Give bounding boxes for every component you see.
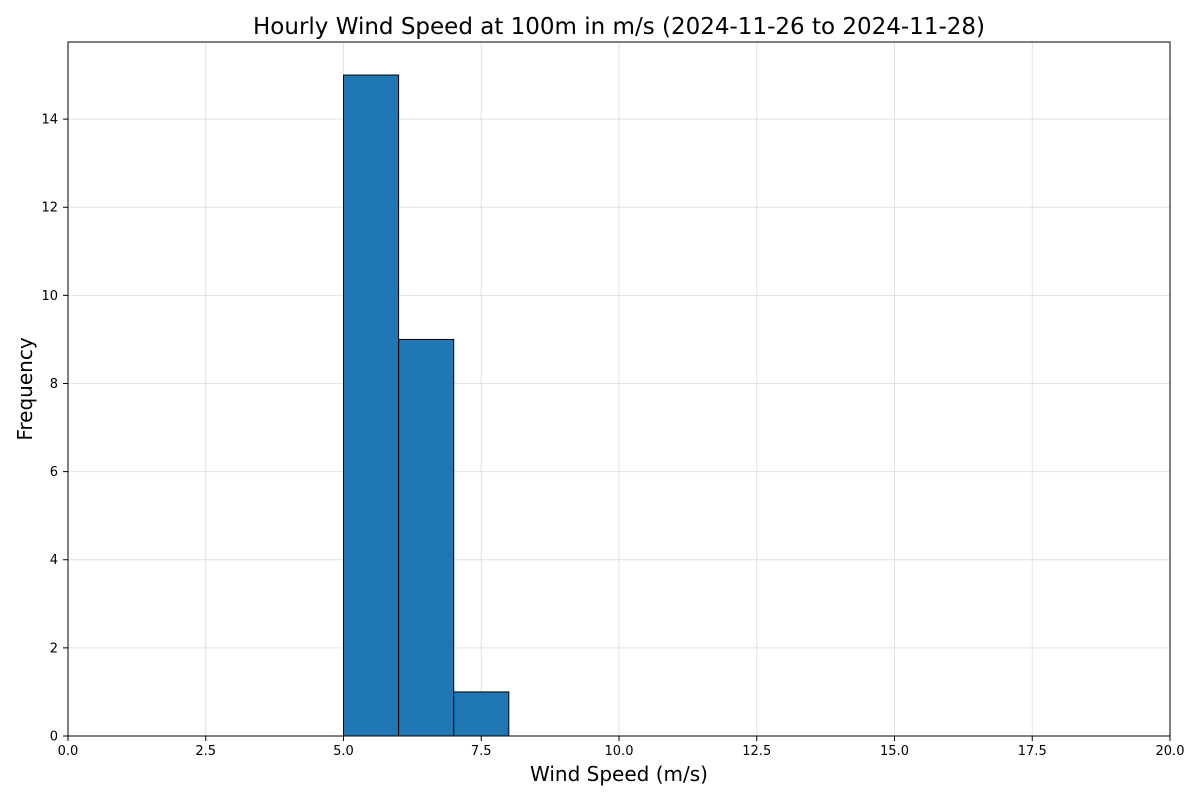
x-tick-label: 12.5 bbox=[742, 744, 771, 759]
y-tick-label: 6 bbox=[50, 465, 58, 480]
x-tick-label: 17.5 bbox=[1018, 744, 1047, 759]
y-tick-label: 8 bbox=[50, 377, 58, 392]
y-tick-label: 0 bbox=[50, 730, 58, 745]
tick-layer: 0.0 2.5 5.0 7.5 10.0 12.5 15.0 17.5 20.0 0 2 4 6 8 10 1… bbox=[41, 113, 1184, 759]
x-tick-label: 10.0 bbox=[605, 744, 634, 759]
chart-title: Hourly Wind Speed at 100m in m/s (2024-1… bbox=[253, 14, 985, 40]
histogram-bar-0 bbox=[343, 74, 400, 737]
y-tick-label: 14 bbox=[41, 113, 58, 128]
x-tick-label: 7.5 bbox=[471, 744, 492, 759]
x-tick-label: 2.5 bbox=[195, 744, 216, 759]
x-tick-label: 20.0 bbox=[1156, 744, 1185, 759]
grid-layer bbox=[67, 42, 1171, 737]
x-axis-label: Wind Speed (m/s) bbox=[530, 762, 708, 786]
histogram-bar-2 bbox=[453, 691, 510, 737]
x-tick-label: 5.0 bbox=[333, 744, 354, 759]
x-tick-label: 0.0 bbox=[58, 744, 79, 759]
bar-layer bbox=[343, 74, 510, 737]
y-tick-label: 2 bbox=[50, 641, 58, 656]
x-tick-label: 15.0 bbox=[880, 744, 909, 759]
y-axis-label: Frequency bbox=[13, 337, 37, 440]
y-tick-label: 4 bbox=[50, 553, 58, 568]
histogram-bar-1 bbox=[398, 338, 455, 737]
y-tick-label: 12 bbox=[41, 201, 58, 216]
y-tick-label: 10 bbox=[41, 289, 58, 304]
